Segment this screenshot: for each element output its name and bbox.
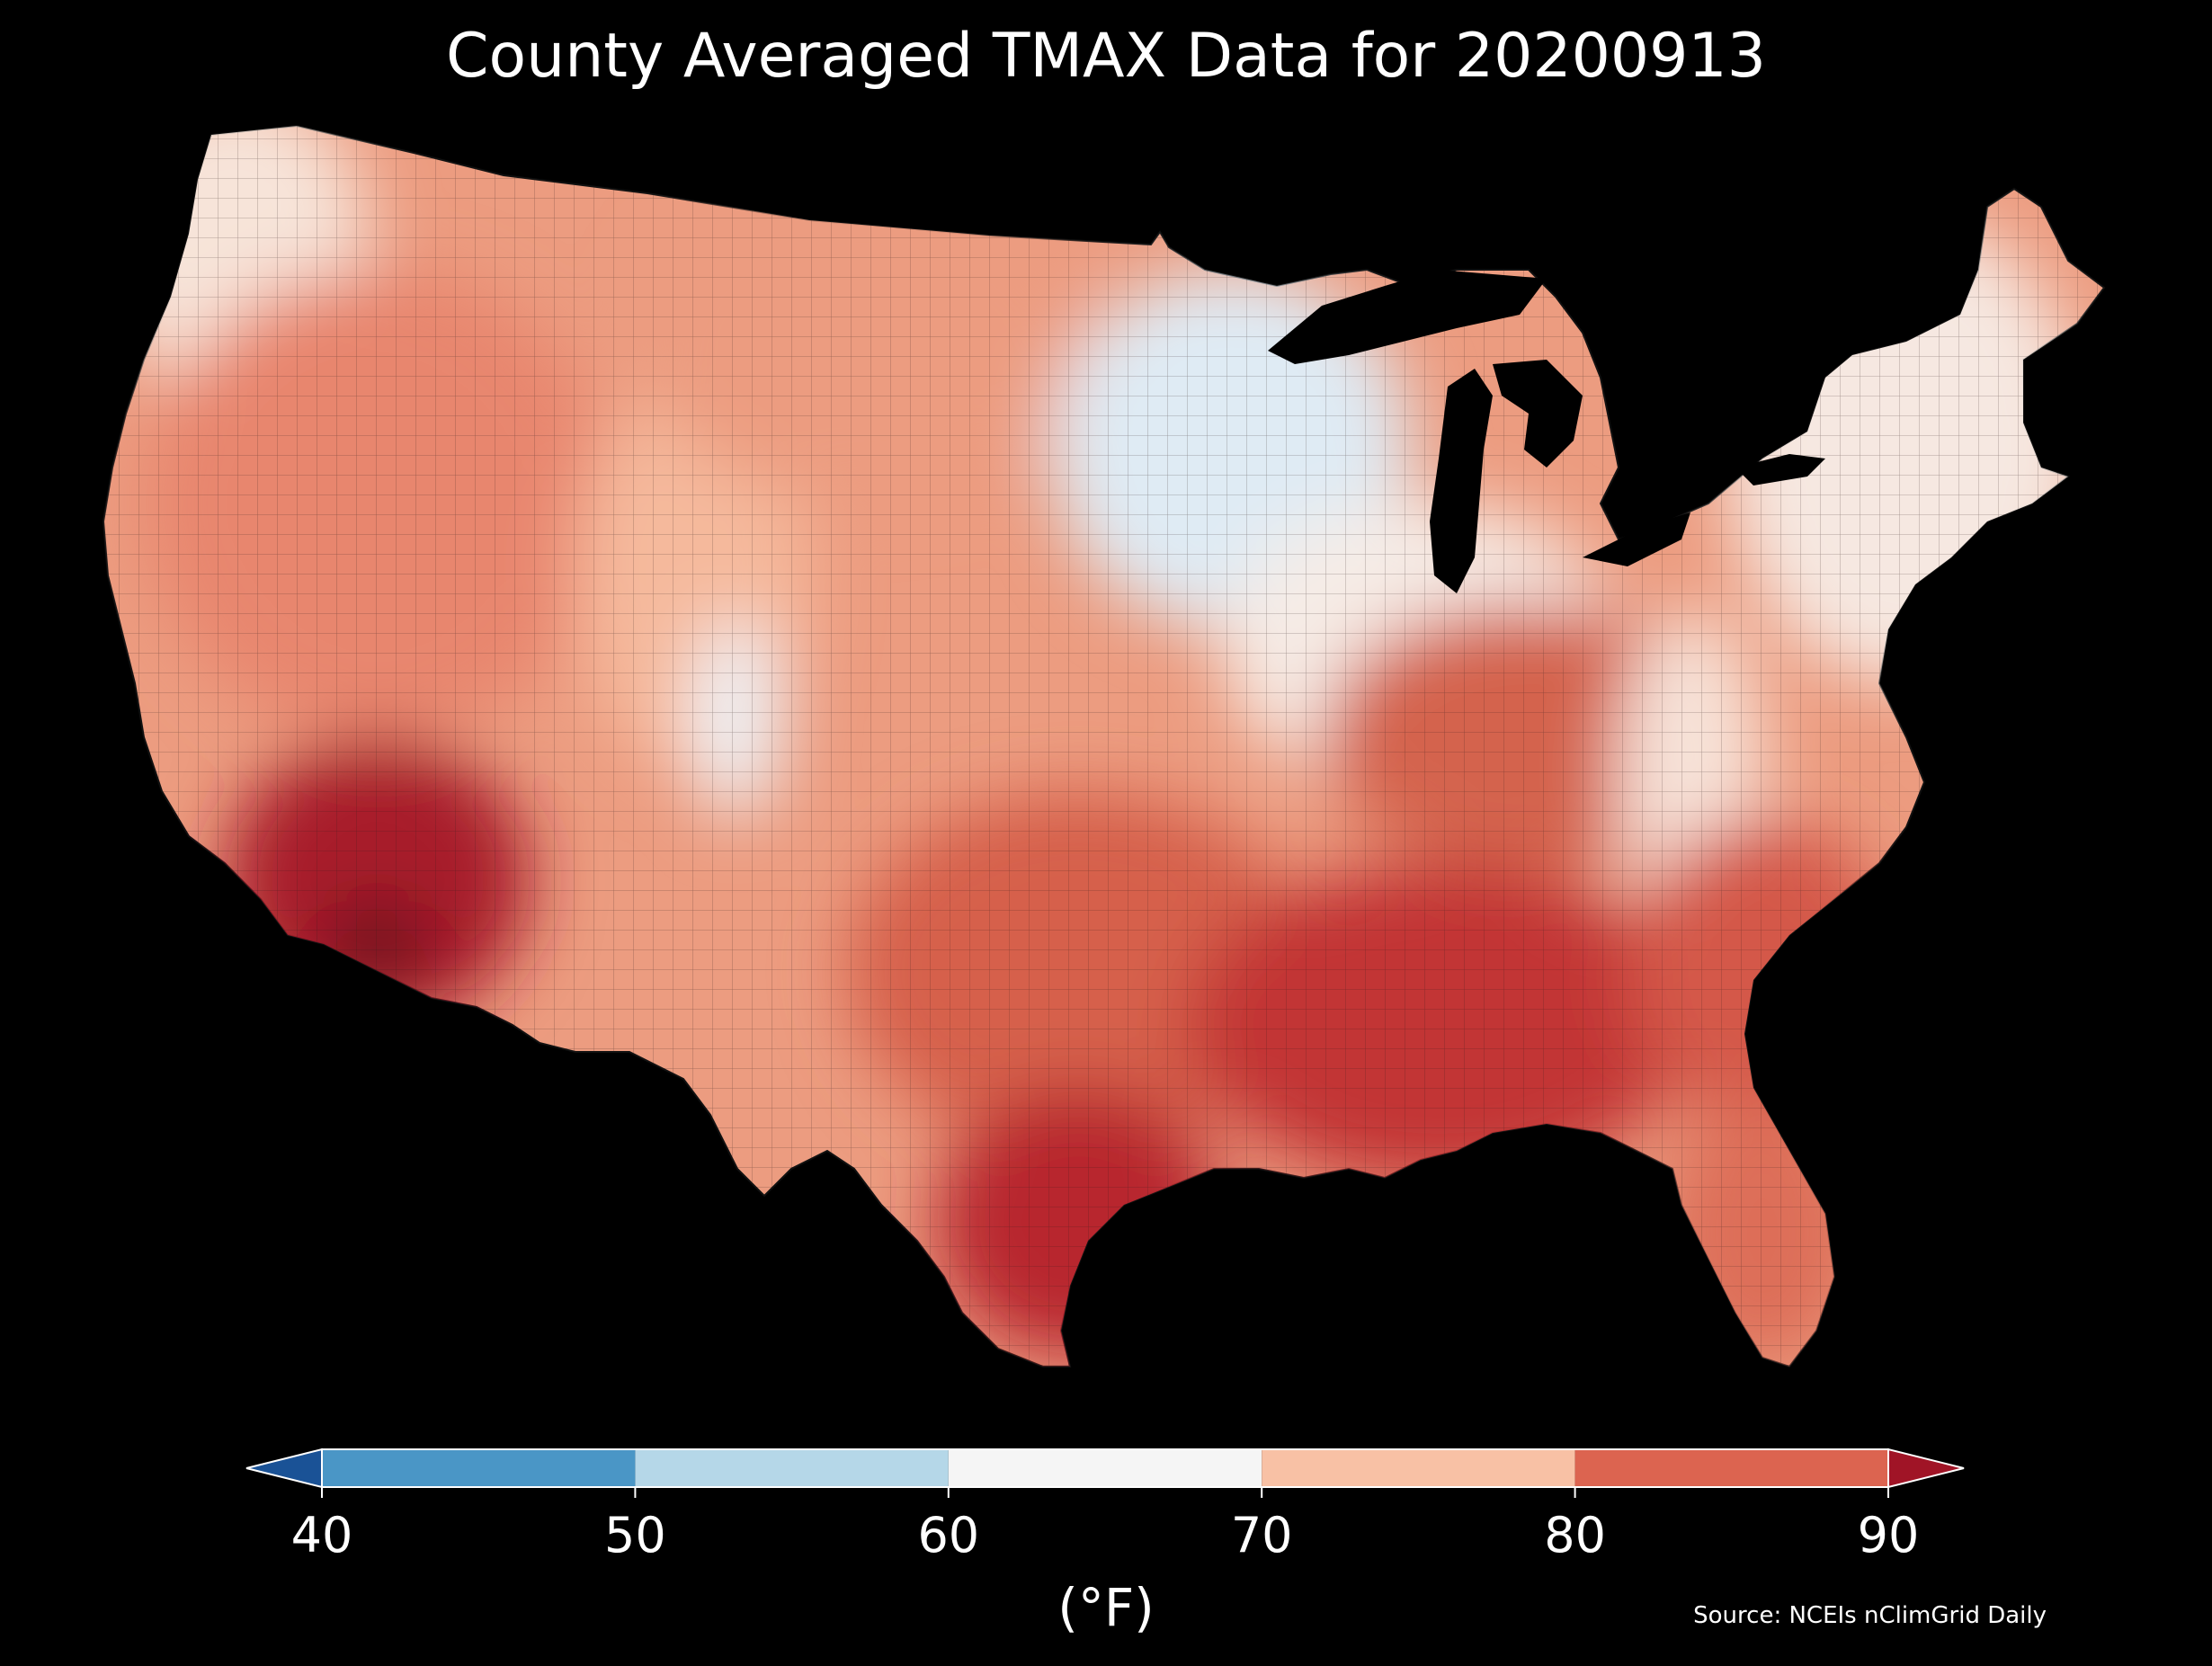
great-lakes [1268, 270, 1825, 593]
colorbar-extend-high [1887, 1448, 1965, 1489]
lake-ontario [1735, 454, 1825, 486]
colorbar-frame [321, 1448, 1889, 1488]
colorbar-bin-50-60 [635, 1449, 949, 1487]
colorbar-tick-label: 40 [290, 1507, 353, 1564]
colorbar-tick-label: 60 [917, 1507, 980, 1564]
colorbar-tick-label: 70 [1230, 1507, 1293, 1564]
lake-erie [1583, 512, 1690, 566]
colorbar [245, 1448, 1965, 1498]
colorbar-tick-label: 80 [1544, 1507, 1606, 1564]
colorbar-bin-80-90 [1574, 1449, 1888, 1487]
lake-superior [1268, 270, 1547, 364]
lake-huron [1493, 360, 1583, 468]
colorbar-unit-label: (°F) [1057, 1577, 1155, 1638]
colorbar-tick-label: 90 [1857, 1507, 1920, 1564]
colorbar-bin-70-80 [1262, 1449, 1575, 1487]
lake-michigan [1430, 369, 1493, 593]
colorbar-bin-40-50 [322, 1449, 636, 1487]
map-title: County Averaged TMAX Data for 20200913 [446, 21, 1766, 92]
colorbar-bin-60-70 [948, 1449, 1262, 1487]
source-credit: Source: NCEIs nClimGrid Daily [1693, 1602, 2047, 1629]
colorbar-tick-label: 50 [604, 1507, 666, 1564]
colorbar-extend-low [245, 1448, 323, 1489]
